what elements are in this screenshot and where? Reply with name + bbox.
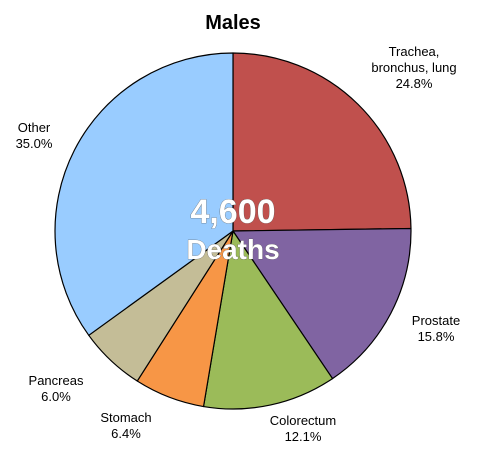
pie-slice-colorectum (202, 230, 334, 410)
slice-name-label: Colorectum (270, 413, 336, 428)
slice-name-label: Other (18, 120, 51, 135)
slice-label-colorectum: Colorectum 12.1% (270, 413, 336, 444)
slice-label-pancreas: Pancreas 6.0% (29, 373, 84, 404)
pie-slices (54, 52, 412, 410)
slice-value-label: 24.8% (396, 76, 433, 91)
slice-name-label: Trachea, (389, 44, 440, 59)
slice-labels: Trachea, bronchus, lung 24.8% Prostate 15.8%… (16, 44, 461, 444)
slice-value-label: 12.1% (285, 429, 322, 444)
slice-name-label: Stomach (100, 410, 151, 425)
slice-name-label: Pancreas (29, 373, 84, 388)
slice-name-label: Prostate (412, 313, 460, 328)
pie-slice-other (54, 52, 234, 336)
slice-value-label: 35.0% (16, 136, 53, 151)
slice-label-prostate: Prostate 15.8% (412, 313, 460, 344)
center-caption: Deaths (186, 234, 279, 265)
slice-value-label: 6.0% (41, 389, 71, 404)
pie-slice-prostate (232, 227, 412, 380)
slice-value-label: 6.4% (111, 426, 141, 441)
slice-name-label: bronchus, lung (371, 60, 456, 75)
chart-title: Males (205, 12, 261, 34)
slice-label-other: Other 35.0% (16, 120, 53, 151)
slice-value-label: 15.8% (418, 329, 455, 344)
center-value: 4,600 (190, 193, 275, 231)
pie-slice-trachea-bronchus-lung (232, 52, 412, 232)
slice-label-stomach: Stomach 6.4% (100, 410, 151, 441)
slice-label-trachea-bronchus-lung: Trachea, bronchus, lung 24.8% (371, 44, 456, 91)
